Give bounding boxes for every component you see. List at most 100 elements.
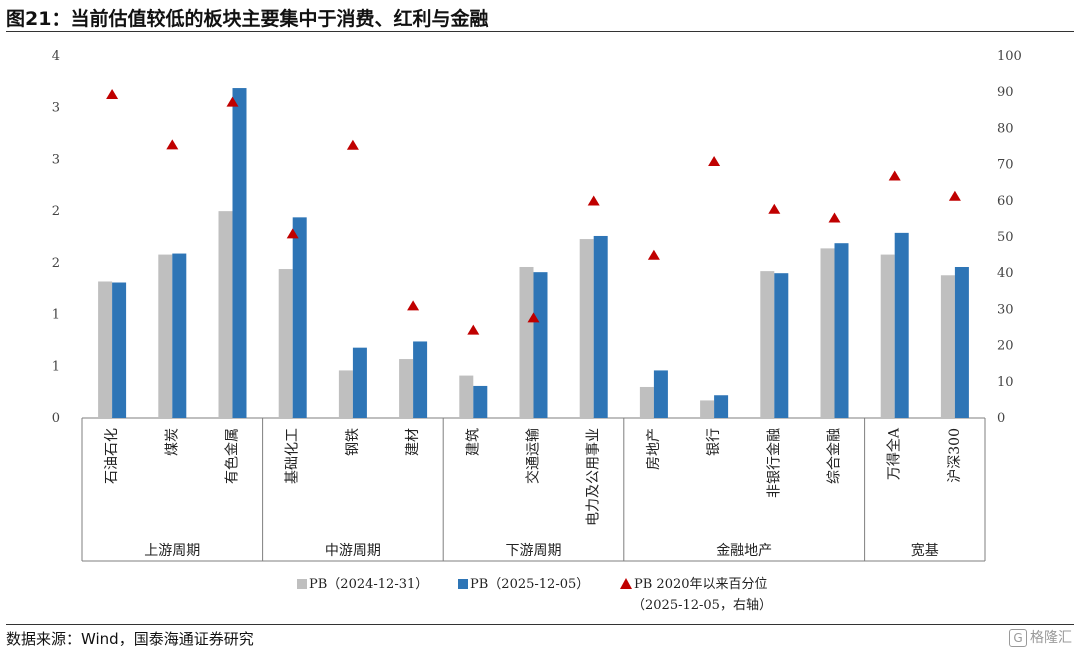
group-label: 金融地产 [716, 543, 772, 559]
bar-pb-2025 [653, 370, 668, 418]
category-label: 钢铁 [345, 428, 361, 456]
left-axis-tick-label: 4 [52, 49, 60, 64]
left-axis-tick-label: 3 [52, 101, 60, 116]
right-axis-tick-label: 40 [997, 266, 1014, 281]
marker-percentile [467, 324, 480, 335]
bar-pb-2025 [112, 282, 127, 418]
legend-label-pb-2025: PB（2025-12-05） [470, 577, 589, 592]
right-axis-tick-label: 20 [997, 339, 1014, 354]
group-label: 下游周期 [506, 543, 562, 559]
bar-pb-2024 [700, 400, 715, 418]
category-label: 基础化工 [284, 428, 301, 484]
category-label: 万得全A [886, 427, 903, 480]
legend-label-percentile: PB 2020年以来百分位 [634, 577, 768, 592]
right-axis-tick-label: 0 [997, 411, 1005, 426]
right-axis-tick-label: 30 [997, 302, 1014, 317]
right-axis-tick-label: 50 [997, 230, 1014, 245]
legend-swatch-pb-2024 [297, 579, 307, 589]
legend-marker-percentile [620, 578, 632, 589]
group-label: 中游周期 [325, 543, 381, 559]
category-label: 银行 [706, 428, 722, 456]
group-label: 宽基 [911, 542, 939, 559]
bar-pb-2025 [473, 385, 488, 418]
legend-swatch-pb-2025 [458, 579, 468, 589]
marker-percentile [768, 203, 781, 214]
right-axis-tick-label: 80 [997, 121, 1014, 136]
group-label: 上游周期 [144, 543, 200, 559]
bar-pb-2024 [940, 275, 955, 418]
bar-pb-2025 [232, 88, 247, 418]
marker-percentile [226, 96, 239, 107]
left-axis-tick-label: 1 [52, 359, 60, 374]
category-label: 煤炭 [164, 428, 180, 456]
chart-bars [98, 88, 969, 418]
right-axis-tick-label: 90 [997, 85, 1014, 100]
bar-pb-2024 [278, 269, 293, 418]
right-axis-tick-label: 10 [997, 375, 1014, 390]
bar-pb-2024 [98, 281, 113, 418]
marker-percentile [346, 139, 359, 150]
marker-percentile [106, 89, 119, 100]
bar-pb-2025 [292, 217, 307, 418]
category-label: 交通运输 [525, 428, 542, 484]
marker-percentile [587, 195, 600, 206]
chart-markers [106, 89, 961, 335]
left-axis-tick-label: 2 [52, 204, 60, 219]
left-axis-tick-label: 0 [52, 411, 60, 426]
bar-pb-2024 [459, 375, 474, 418]
watermark-logo-icon: G [1009, 629, 1027, 647]
left-axis-tick-label: 3 [52, 152, 60, 167]
marker-percentile [166, 139, 179, 150]
marker-percentile [828, 212, 841, 223]
bar-pb-2025 [774, 273, 789, 418]
bar-pb-2024 [338, 370, 353, 418]
chart: 011223340102030405060708090100 上游周期 中游周期下… [52, 49, 1022, 613]
source-note: 数据来源：Wind，国泰海通证券研究 [6, 630, 254, 648]
marker-percentile [948, 190, 961, 201]
right-axis-tick-label: 60 [997, 194, 1014, 209]
chart-labels: 上游周期 中游周期 下游周期 金融地产 宽基 石油石化 煤炭 有色金属 基础化工 钢铁 建材 建筑 交通… [104, 427, 963, 559]
bar-pb-2024 [639, 386, 654, 418]
category-label: 非银行金融 [766, 428, 782, 498]
bar-pb-2024 [579, 239, 594, 418]
watermark-text: 格隆汇 [1030, 630, 1072, 646]
title-rule [6, 31, 1074, 32]
left-axis-tick-label: 1 [52, 308, 60, 323]
legend-label-percentile-note: （2025-12-05，右轴） [632, 598, 772, 613]
right-axis-tick-label: 100 [997, 49, 1022, 64]
category-label: 建筑 [465, 428, 481, 456]
bar-pb-2024 [399, 359, 414, 418]
category-label: 沪深300 [947, 428, 963, 483]
bar-pb-2025 [172, 253, 187, 418]
category-label: 石油石化 [104, 428, 120, 484]
category-label: 有色金属 [224, 428, 241, 484]
marker-percentile [888, 170, 901, 181]
bar-pb-2024 [820, 248, 835, 418]
bar-pb-2025 [894, 232, 909, 418]
marker-percentile [647, 249, 660, 260]
left-axis-tick-label: 2 [52, 256, 60, 271]
bar-pb-2025 [413, 341, 428, 418]
right-axis-tick-label: 70 [997, 158, 1014, 173]
marker-percentile [286, 228, 299, 239]
legend-label-pb-2024: PB（2024-12-31） [309, 577, 428, 592]
chart-legend: PB（2024-12-31） PB（2025-12-05） PB 2020年以来… [297, 577, 772, 613]
bar-pb-2024 [218, 211, 233, 418]
bar-pb-2025 [593, 235, 608, 418]
bar-pb-2024 [880, 254, 895, 418]
bar-pb-2025 [714, 395, 729, 418]
bar-pb-2024 [158, 254, 173, 418]
bar-pb-2024 [519, 266, 534, 418]
bar-pb-2025 [954, 266, 969, 418]
category-label: 电力及公用事业 [586, 428, 602, 526]
category-label: 综合金融 [827, 428, 843, 484]
marker-percentile [708, 155, 721, 166]
watermark: G 格隆汇 [1009, 627, 1072, 647]
bar-pb-2025 [533, 272, 548, 418]
bar-pb-2024 [760, 271, 775, 418]
bar-pb-2025 [834, 243, 849, 418]
bar-pb-2025 [352, 347, 367, 418]
figure-title: 图21：当前估值较低的板块主要集中于消费、红利与金融 [6, 8, 489, 30]
category-label: 建材 [405, 428, 421, 456]
footer-rule [6, 624, 1074, 625]
